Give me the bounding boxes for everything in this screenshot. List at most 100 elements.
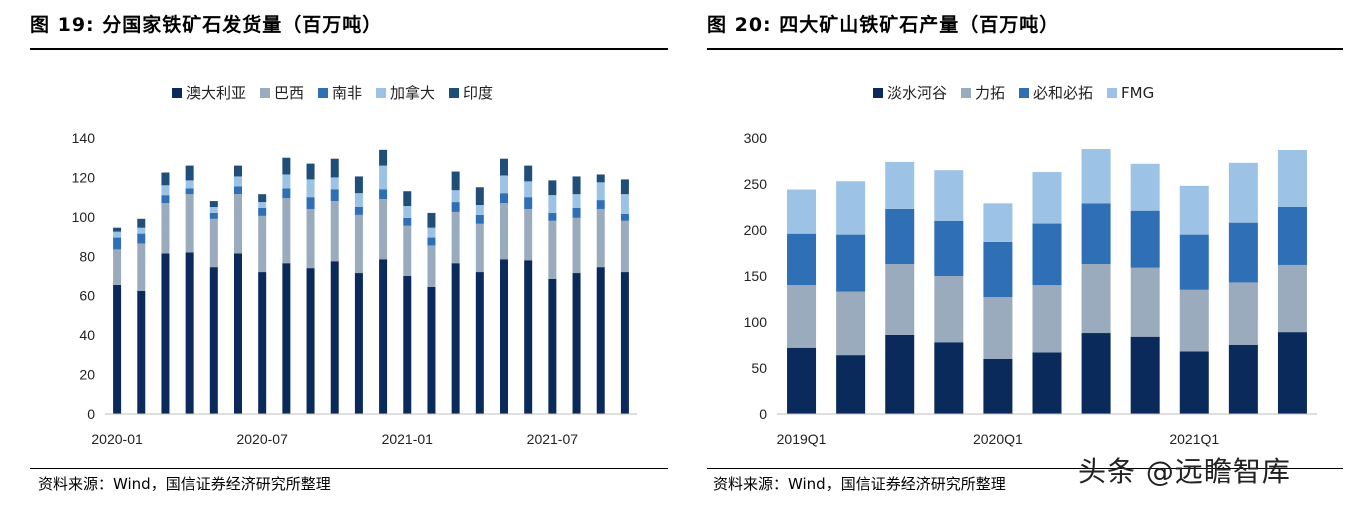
bar-segment — [1277, 149, 1307, 207]
bar-segment — [354, 176, 363, 194]
bar-segment — [209, 201, 218, 207]
bar-segment — [427, 237, 436, 246]
y-tick-label: 50 — [751, 360, 767, 376]
bar-segment — [475, 272, 484, 414]
x-tick-label: 2020-01 — [91, 431, 143, 447]
bar-segment — [451, 211, 460, 264]
bar-segment — [836, 234, 866, 292]
bar-segment — [596, 182, 605, 201]
bar-segment — [137, 243, 146, 291]
bar-segment — [836, 181, 866, 235]
bar-segment — [306, 197, 315, 209]
bar-segment — [1081, 333, 1111, 414]
y-tick-label: 120 — [72, 169, 96, 185]
watermark: 头条 @远瞻智库 — [1078, 455, 1291, 488]
bar-segment — [185, 252, 194, 414]
bar-segment — [113, 284, 122, 414]
bar-segment — [885, 161, 915, 209]
legend-swatch — [1019, 88, 1029, 98]
legend-label: 力拓 — [975, 84, 1005, 102]
x-tick-label: 2019Q1 — [777, 431, 827, 447]
x-tick-label: 2020Q1 — [973, 431, 1023, 447]
legend-label: 淡水河谷 — [887, 84, 947, 102]
bar-segment — [330, 261, 339, 414]
y-tick-label: 40 — [79, 327, 95, 343]
source-note: 资料来源：Wind，国信证券经济研究所整理 — [38, 475, 331, 493]
title-rule — [30, 48, 668, 50]
x-tick-label: 2021-07 — [527, 431, 579, 447]
bar-segment — [1081, 149, 1111, 204]
bar-segment — [500, 158, 508, 176]
bar-segment — [209, 267, 218, 414]
bar-segment — [161, 203, 170, 254]
bar-segment — [500, 175, 508, 194]
bar-segment — [524, 165, 533, 182]
bar-segment — [113, 227, 122, 232]
bar-segment — [983, 241, 1013, 298]
bar-segment — [1081, 264, 1111, 334]
bar-segment — [258, 194, 267, 203]
bar-segment — [620, 213, 629, 221]
bar-segment — [234, 194, 242, 254]
bar-segment — [983, 203, 1013, 242]
bar-segment — [403, 191, 412, 207]
bar-segment — [596, 267, 605, 414]
bar-segment — [475, 223, 484, 273]
bar-segment — [1179, 185, 1209, 235]
bar-segment — [475, 187, 484, 206]
bar-segment — [572, 207, 581, 218]
bar-segment — [379, 189, 388, 200]
bar-segment — [137, 227, 146, 234]
bar-segment — [282, 198, 291, 264]
bar-segment — [500, 259, 508, 414]
bar-segment — [836, 291, 866, 356]
bar-segment — [1228, 222, 1258, 283]
bar-segment — [161, 172, 170, 186]
y-tick-label: 100 — [72, 209, 96, 225]
bar-segment — [1032, 285, 1062, 353]
bar-segment — [787, 233, 817, 286]
bar-segment — [209, 218, 218, 268]
y-tick-label: 140 — [72, 130, 96, 146]
bar-segment — [524, 181, 533, 198]
y-tick-label: 100 — [744, 314, 768, 330]
y-tick-label: 80 — [79, 248, 95, 264]
bar-segment — [330, 201, 339, 262]
bar-segment — [1228, 282, 1258, 345]
bar-segment — [620, 272, 629, 414]
bar-segment — [1277, 332, 1307, 414]
bar-segment — [1228, 162, 1258, 223]
legend-swatch — [376, 88, 386, 98]
production-chart: 0 50 100 150 200 250 300 2019Q1 2020Q1 2021Q1 淡水河谷… — [744, 84, 1317, 447]
bar-segment — [451, 263, 460, 414]
bar-segment — [885, 208, 915, 265]
y-tick-label: 0 — [759, 406, 767, 422]
bar-segment — [113, 249, 122, 285]
bar-segment — [379, 259, 388, 414]
bar-segment — [306, 163, 315, 180]
legend-label: 澳大利亚 — [186, 84, 246, 102]
legend-label: 南非 — [332, 84, 362, 102]
bar-segment — [282, 157, 291, 175]
bar-segment — [500, 203, 508, 260]
bar-segment — [500, 193, 508, 204]
y-tick-label: 300 — [744, 130, 768, 146]
bar-segment — [1032, 223, 1062, 286]
bar-segment — [475, 214, 484, 224]
bar-segment — [306, 268, 315, 414]
bar-segment — [596, 200, 605, 209]
right-chart-panel: 图 20: 四大矿山铁矿石产量（百万吨） 0 50 100 150 200 250 300 2… — [695, 0, 1348, 507]
legend-swatch — [1107, 88, 1117, 98]
shipments-chart: 0 20 40 60 80 100 120 140 2020-01 2020-07 2021-01 2… — [72, 84, 637, 447]
bar-segment — [161, 195, 170, 204]
bar-segment — [234, 253, 242, 414]
bar-segment — [572, 273, 581, 414]
y-tick-label: 200 — [744, 222, 768, 238]
bar-segment — [161, 185, 170, 196]
bar-segment — [572, 217, 581, 274]
bar-segment — [885, 264, 915, 335]
source-note: 资料来源：Wind，国信证券经济研究所整理 — [713, 475, 1006, 493]
bar-segment — [1277, 207, 1307, 265]
bar-segment — [475, 205, 484, 215]
bar-segment — [113, 237, 122, 250]
